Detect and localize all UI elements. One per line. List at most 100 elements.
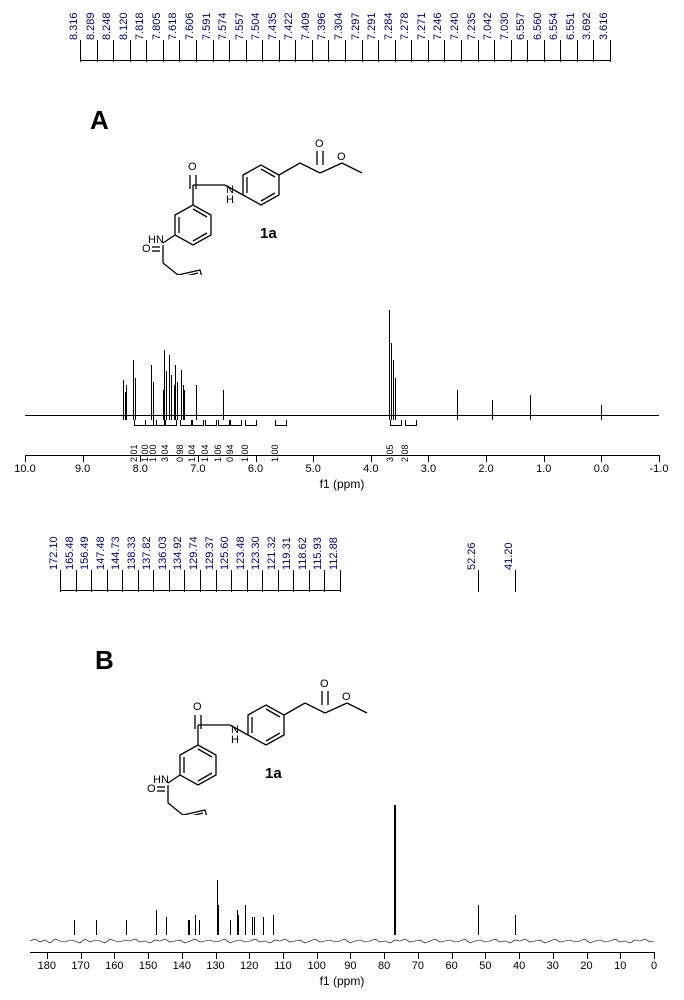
axis-tick-label: 7.0	[190, 463, 205, 475]
peak-label: 7.409	[300, 12, 312, 40]
spectrum-peak	[492, 400, 493, 420]
peak-label: 8.316	[68, 12, 80, 40]
panel-a-peak-labels: 8.3168.2898.2488.1207.8187.8057.6187.606…	[0, 0, 684, 40]
structure-svg: HN O O O H N O O	[130, 95, 440, 275]
integral-value: 1.04	[187, 444, 197, 462]
compound-label-b: 1a	[265, 765, 282, 782]
peak-label: 7.235	[466, 12, 478, 40]
peak-label: 7.297	[350, 12, 362, 40]
panel-a-pointer-lines	[0, 40, 684, 62]
peak-label: 41.20	[503, 542, 515, 570]
panel-b-peak-labels-right: 52.26 41.20	[0, 530, 684, 570]
axis-tick-label: 160	[105, 960, 123, 972]
svg-text:O: O	[142, 243, 151, 255]
peak-label: 7.304	[333, 12, 345, 40]
peak-label: 52.26	[466, 542, 478, 570]
panel-b-axis-title: f1 (ppm)	[320, 974, 365, 988]
peak-label: 7.240	[449, 12, 461, 40]
axis-tick-label: 100	[308, 960, 326, 972]
peak-label: 7.574	[217, 12, 229, 40]
peak-label: 6.551	[565, 12, 577, 40]
spectrum-peak	[164, 350, 165, 420]
panel-a-baseline	[25, 415, 659, 416]
peak-label: 3.692	[581, 12, 593, 40]
svg-text:O: O	[320, 678, 329, 690]
axis-tick-label: 90	[344, 960, 356, 972]
spectrum-peak	[218, 905, 219, 935]
panel-b-label-bracket-left	[60, 590, 340, 591]
peak-label: 3.616	[598, 12, 610, 40]
integral-value: 1.00	[148, 444, 158, 462]
peak-label: 7.030	[499, 12, 511, 40]
axis-tick-label: 30	[547, 960, 559, 972]
axis-tick-label: -1.0	[650, 463, 669, 475]
spectrum-peak	[181, 370, 182, 420]
svg-text:O: O	[193, 701, 202, 713]
axis-tick-label: 150	[139, 960, 157, 972]
panel-b-spectrum	[30, 805, 654, 935]
integral-value: 1.04	[200, 444, 210, 462]
axis-tick-label: 60	[445, 960, 457, 972]
axis-tick-label: 40	[513, 960, 525, 972]
spectrum-peak	[151, 365, 152, 420]
panel-a-label: A	[90, 105, 109, 136]
axis-tick-label: 140	[173, 960, 191, 972]
axis-tick-label: 110	[274, 960, 292, 972]
axis-tick-label: 180	[38, 960, 56, 972]
axis-tick-label: 70	[412, 960, 424, 972]
peak-label: 7.818	[134, 12, 146, 40]
axis-tick-label: 170	[71, 960, 89, 972]
axis-tick-label: 4.0	[363, 463, 378, 475]
peak-label: 7.246	[432, 12, 444, 40]
peak-label: 6.557	[515, 12, 527, 40]
peak-label: 7.422	[283, 12, 295, 40]
integral-value: 3.05	[385, 444, 395, 462]
integral-value: 1.00	[240, 444, 250, 462]
axis-tick-label: 120	[240, 960, 258, 972]
spectrum-peak	[394, 805, 396, 935]
axis-tick-label: 9.0	[75, 463, 90, 475]
integral-value: 0.98	[175, 444, 185, 462]
axis-tick-label: 8.0	[133, 463, 148, 475]
panel-b: 172.10165.48156.49147.48144.73138.33137.…	[0, 530, 684, 1000]
panel-a-spectrum	[25, 300, 659, 420]
figure-container: 8.3168.2898.2488.1207.8187.8057.6187.606…	[0, 0, 684, 1000]
panel-a-label-bracket	[80, 60, 610, 61]
axis-tick-label: 6.0	[248, 463, 263, 475]
svg-text:N: N	[226, 184, 234, 196]
integral-value: 2.01	[129, 444, 139, 462]
peak-label: 7.805	[151, 12, 163, 40]
svg-text:O: O	[315, 138, 324, 150]
spectrum-peak	[123, 380, 124, 420]
structure-svg-b: HN O O O H N O O	[135, 635, 445, 815]
svg-text:O: O	[188, 161, 197, 173]
axis-tick-label: 1.0	[536, 463, 551, 475]
panel-a-structure: HN O O O H N O O 1a	[130, 95, 440, 275]
peak-label: 7.271	[416, 12, 428, 40]
spectrum-peak	[169, 355, 170, 420]
axis-tick-label: 10.0	[14, 463, 35, 475]
panel-b-structure: HN O O O H N O O 1a	[135, 635, 445, 815]
peak-label: 7.278	[399, 12, 411, 40]
axis-tick-label: 0.0	[594, 463, 609, 475]
spectrum-peak	[133, 360, 134, 420]
axis-line-b	[30, 952, 654, 953]
panel-a-axis-title: f1 (ppm)	[320, 477, 365, 491]
peak-label: 8.120	[118, 12, 130, 40]
peak-label: 7.606	[184, 12, 196, 40]
spectrum-peak	[478, 905, 479, 935]
peak-label: 8.289	[85, 12, 97, 40]
peak-label: 8.248	[101, 12, 113, 40]
peak-label: 7.435	[267, 12, 279, 40]
axis-tick-label: 3.0	[421, 463, 436, 475]
compound-label-a: 1a	[260, 225, 277, 242]
svg-text:O: O	[337, 151, 346, 163]
peak-label: 7.284	[383, 12, 395, 40]
peak-label: 7.396	[316, 12, 328, 40]
axis-tick-label: 5.0	[306, 463, 321, 475]
axis-tick-label: 50	[479, 960, 491, 972]
axis-tick-label: 10	[614, 960, 626, 972]
spectrum-peak	[175, 365, 176, 420]
integral-value: 1.00	[270, 444, 280, 462]
spectrum-peak	[530, 395, 531, 420]
